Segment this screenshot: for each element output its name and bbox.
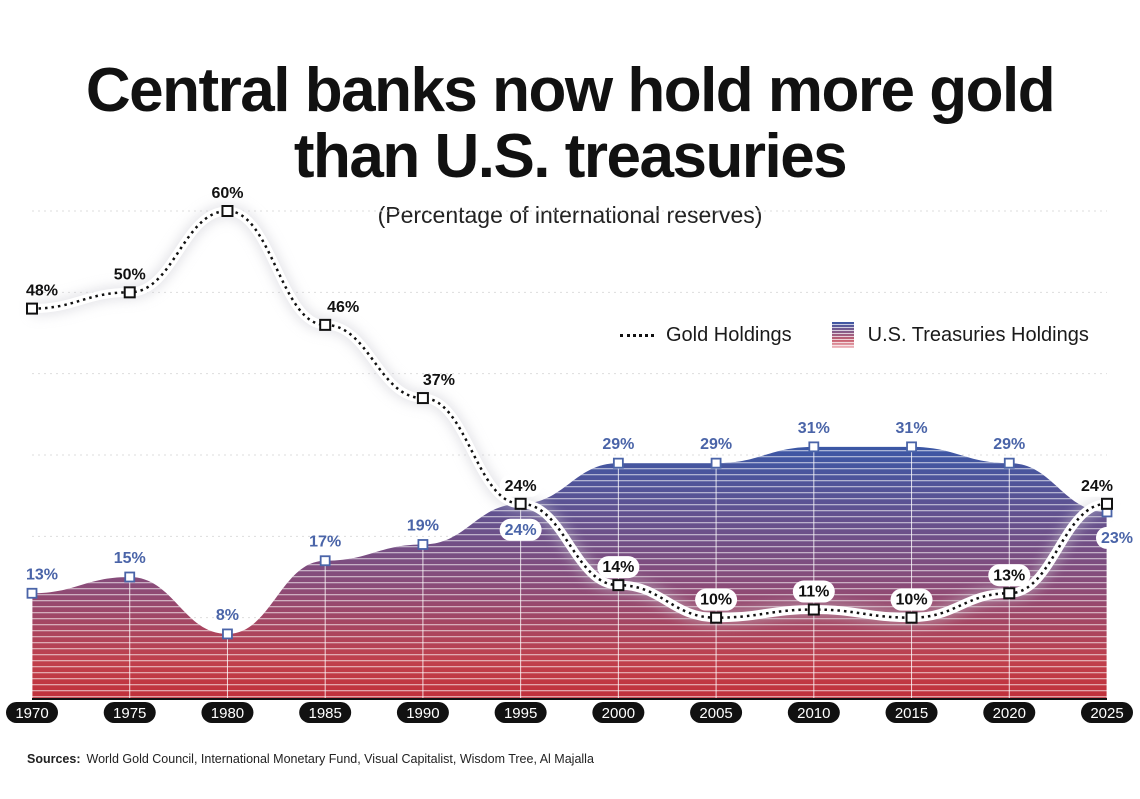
year-pill: [494, 702, 547, 723]
gold-marker: [319, 318, 332, 331]
year-pill: [1081, 702, 1133, 723]
legend-gold-label: Gold Holdings: [666, 323, 792, 346]
treasury-data-label-bg: [499, 518, 542, 541]
gold-marker: [26, 302, 38, 315]
treasury-data-label: 23%: [1101, 530, 1133, 547]
year-pill: [396, 702, 449, 723]
gold-marker: [514, 497, 527, 510]
year-pill: [787, 702, 840, 723]
year-pill: [299, 702, 352, 723]
gold-data-label: 10%: [700, 592, 732, 609]
treasury-area-stripes: [32, 446, 1107, 699]
gold-data-label-bg: [499, 474, 542, 497]
x-tick-label: 2020: [993, 705, 1026, 722]
gold-marker: [123, 286, 136, 299]
chart-subtitle: (Percentage of international reserves): [377, 202, 763, 228]
treasury-data-label: 31%: [896, 420, 928, 437]
treasury-marker: [906, 441, 917, 453]
gold-data-label: 48%: [26, 283, 58, 300]
legend: Gold Holdings U.S. Treasuries Holdings: [620, 322, 1089, 348]
x-tick-label: 2005: [699, 705, 732, 722]
year-pill: [592, 702, 645, 723]
x-tick-label: 2000: [602, 705, 635, 722]
gold-data-label: 11%: [798, 584, 829, 601]
gold-marker: [221, 205, 234, 217]
x-tick-label: 1990: [406, 705, 439, 722]
gold-data-label-bg: [792, 580, 835, 603]
gold-data-label: 46%: [327, 299, 359, 316]
sources: Sources: World Gold Council, Internationa…: [27, 752, 594, 766]
treasury-data-label: 13%: [26, 566, 58, 583]
treasury-marker: [124, 571, 136, 583]
gold-data-label-bg: [890, 588, 933, 611]
treasury-data-label: 31%: [798, 420, 830, 437]
x-tick-label: 1980: [211, 705, 244, 722]
gold-data-label: 14%: [602, 559, 634, 576]
year-pill: [201, 702, 254, 723]
gold-marker: [1003, 587, 1016, 600]
gold-data-label-bg: [1076, 474, 1118, 497]
legend-gold-swatch: [620, 333, 654, 337]
sources-label: Sources:: [27, 752, 81, 766]
x-tick-label: 2015: [895, 705, 928, 722]
gold-data-label: 50%: [114, 266, 146, 283]
gold-data-label: 24%: [505, 478, 537, 495]
x-tick-label: 1995: [504, 705, 537, 722]
treasury-marker: [417, 539, 429, 550]
gold-data-label: 13%: [993, 567, 1025, 584]
year-pill: [983, 702, 1036, 723]
treasury-data-label: 8%: [216, 607, 239, 624]
x-tick-label: 1970: [15, 705, 48, 722]
gold-data-label-bg: [988, 564, 1031, 587]
year-pill: [6, 702, 58, 723]
gold-marker: [807, 603, 820, 616]
gold-marker: [905, 611, 918, 624]
treasury-data-label: 15%: [114, 550, 146, 567]
treasury-data-label: 29%: [993, 436, 1025, 453]
year-pill: [690, 702, 743, 723]
title-line-2: than U.S. treasuries: [293, 122, 848, 191]
legend-treasury-label: U.S. Treasuries Holdings: [867, 323, 1089, 346]
gold-line: [31, 209, 1108, 619]
treasury-marker: [319, 555, 331, 567]
treasury-marker: [612, 457, 624, 469]
year-pill: [885, 702, 938, 723]
x-tick-label: 1975: [113, 705, 146, 722]
year-pill: [103, 702, 156, 723]
gold-marker: [710, 611, 723, 624]
gold-data-label-bg: [597, 556, 640, 579]
treasury-data-label: 29%: [700, 436, 732, 453]
gold-data-label: 60%: [211, 185, 243, 202]
treasury-marker: [26, 587, 38, 599]
gold-data-label-bg: [695, 588, 738, 611]
x-tick-label: 1985: [308, 705, 341, 722]
gold-data-label: 37%: [423, 372, 455, 389]
gold-marker: [612, 579, 625, 592]
gold-data-label: 24%: [1081, 478, 1113, 495]
treasury-marker: [710, 457, 722, 469]
chart-title: Central banks now hold more gold than U.…: [0, 58, 1140, 190]
treasury-marker: [808, 441, 820, 453]
treasury-data-label-bg: [1096, 526, 1138, 549]
sources-text: World Gold Council, International Moneta…: [86, 752, 594, 766]
x-tick-label: 2025: [1090, 705, 1123, 722]
treasury-marker: [1003, 457, 1015, 469]
treasury-data-label: 19%: [407, 517, 439, 534]
treasury-data-label: 24%: [505, 522, 537, 539]
title-line-1: Central banks now hold more gold: [85, 56, 1056, 125]
gold-data-label: 10%: [896, 592, 928, 609]
gold-marker: [1101, 497, 1113, 510]
treasury-data-label: 17%: [309, 534, 341, 551]
legend-treasury-swatch: [831, 322, 854, 348]
treasury-data-label: 29%: [602, 436, 634, 453]
x-tick-label: 2010: [797, 705, 830, 722]
gold-marker: [416, 392, 429, 405]
treasury-marker: [222, 628, 233, 640]
